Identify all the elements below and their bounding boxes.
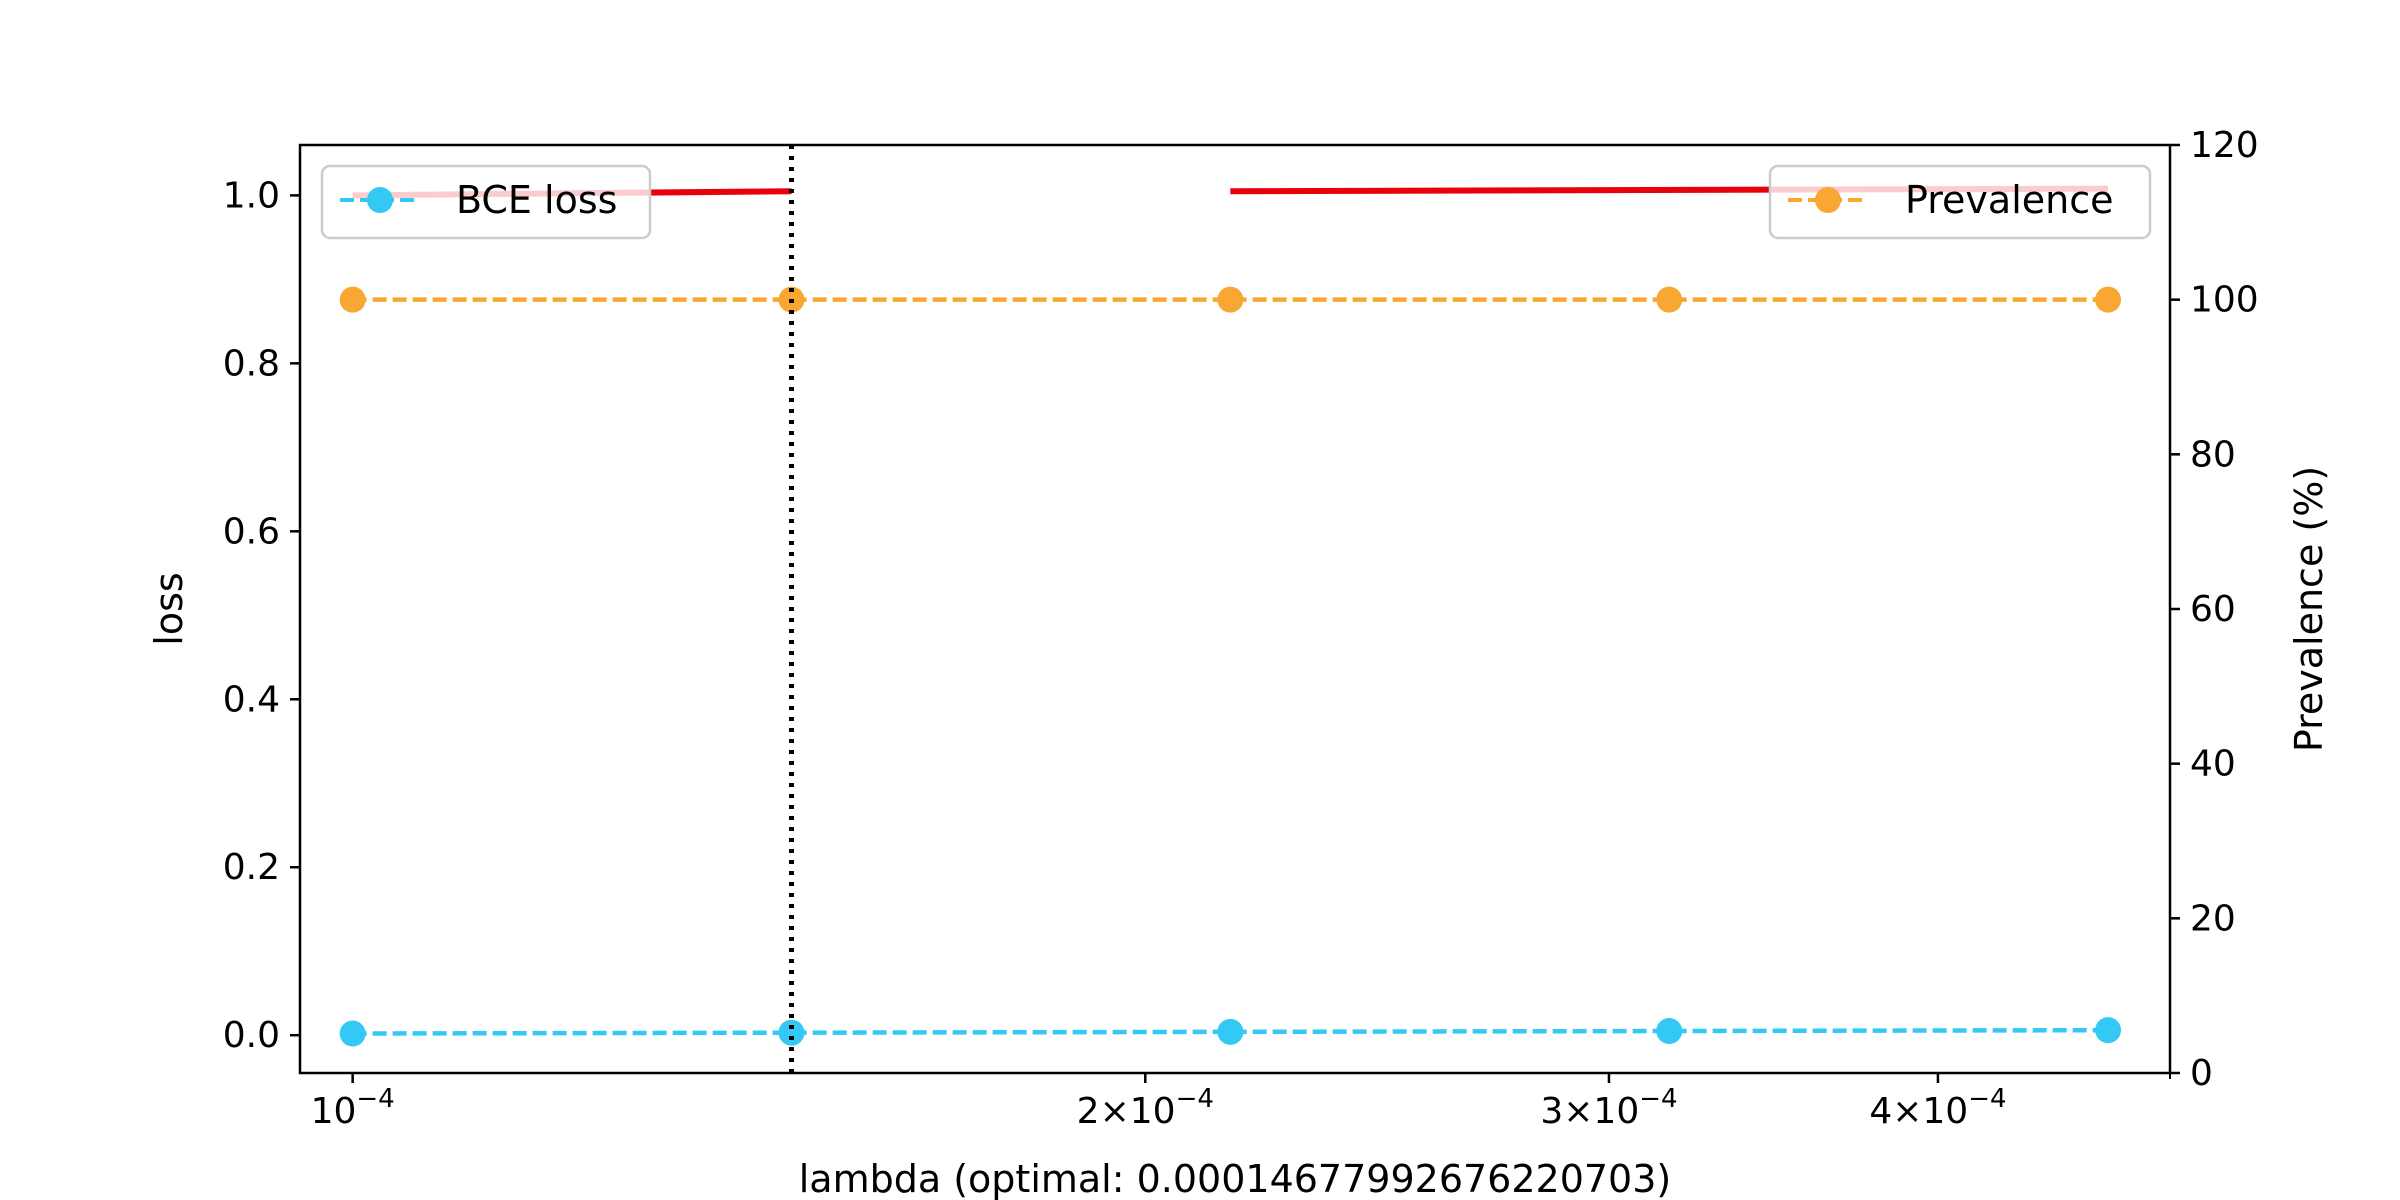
x-tick-label-0: 10−4	[311, 1084, 395, 1132]
right-axis-label: Prevalence (%)	[2287, 466, 2331, 752]
left-tick-label-4: 0.8	[223, 343, 280, 384]
series-0-point-4	[2095, 1017, 2122, 1044]
right-tick-label-2: 40	[2190, 744, 2236, 785]
left-axis-label: loss	[147, 572, 191, 645]
right-tick-label-1: 20	[2190, 898, 2236, 939]
series-line-0	[352, 1027, 2109, 1036]
x-axis-ticks: 10−4 2×10−4 3×10−4 4×10−4	[311, 1073, 2171, 1132]
series-1-point-2	[1217, 286, 1244, 313]
plot-frame	[298, 143, 2172, 1075]
left-tick-label-2: 0.4	[223, 679, 280, 720]
right-axis-ticks: 0 20 40 60 80 100 120	[2170, 125, 2259, 1094]
right-tick-label-6: 120	[2190, 125, 2259, 166]
left-tick-label-1: 0.2	[223, 847, 280, 888]
right-tick-label-4: 80	[2190, 434, 2236, 475]
legend-right-box	[1768, 164, 2152, 240]
legend-left-marker-swatch	[367, 187, 393, 213]
x-axis-label: lambda (optimal: 0.00014677992676220703)	[799, 1157, 1671, 1200]
legend-left-label: BCE loss	[456, 178, 617, 222]
x-tick-label-2: 3×10−4	[1540, 1084, 1677, 1132]
x-tick-label-3: 4×10−4	[1869, 1084, 2006, 1132]
series-1-point-0	[339, 286, 366, 313]
right-tick-label-3: 60	[2190, 589, 2236, 630]
series-0-point-3	[1656, 1018, 1683, 1045]
series-0-point-0	[339, 1020, 366, 1047]
right-tick-label-0: 0	[2190, 1053, 2213, 1094]
legend-right: Prevalence	[1768, 164, 2152, 240]
legend-right-label: Prevalence	[1905, 178, 2113, 222]
right-tick-label-5: 100	[2190, 280, 2259, 321]
legend-left: BCE loss	[320, 164, 652, 240]
left-tick-label-5: 1.0	[223, 175, 280, 216]
legend-left-box	[320, 164, 652, 240]
left-tick-label-3: 0.6	[223, 511, 280, 552]
left-tick-label-0: 0.0	[223, 1015, 280, 1056]
series-0-point-2	[1217, 1018, 1244, 1045]
series-1-point-4	[2095, 286, 2122, 313]
series-1-point-3	[1656, 286, 1683, 313]
legend-right-marker-swatch	[1815, 187, 1841, 213]
x-tick-label-1: 2×10−4	[1077, 1084, 1214, 1132]
left-axis-ticks: 0.0 0.2 0.4 0.6 0.8 1.0	[223, 175, 300, 1056]
series-0-point-1	[778, 1019, 805, 1046]
series-layer	[339, 286, 2122, 1047]
